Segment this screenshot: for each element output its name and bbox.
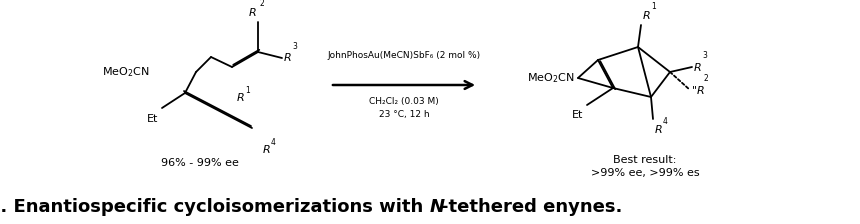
Text: -tethered enynes.: -tethered enynes. [441, 198, 623, 216]
Text: CH₂Cl₂ (0.03 M): CH₂Cl₂ (0.03 M) [369, 97, 439, 106]
Text: R: R [694, 63, 702, 73]
Text: MeO$_2$CN: MeO$_2$CN [102, 65, 150, 79]
Text: 2: 2 [704, 74, 709, 83]
Text: 2: 2 [259, 0, 264, 8]
Text: 1: 1 [651, 2, 655, 11]
Text: R: R [263, 145, 271, 155]
Text: JohnPhosAu(MeCN)SbF₆ (2 mol %): JohnPhosAu(MeCN)SbF₆ (2 mol %) [328, 51, 481, 60]
Text: Best result:: Best result: [613, 155, 677, 165]
Text: Scheme 1. Enantiospecific cycloisomerizations with: Scheme 1. Enantiospecific cycloisomeriza… [0, 198, 430, 216]
Text: 23 °C, 12 h: 23 °C, 12 h [378, 110, 429, 119]
Text: 3: 3 [292, 42, 297, 51]
Text: Et: Et [572, 110, 583, 120]
Text: N: N [430, 198, 445, 216]
Text: 4: 4 [271, 138, 276, 147]
Text: 1: 1 [245, 86, 249, 95]
Text: ''R: ''R [692, 86, 706, 96]
Text: MeO$_2$CN: MeO$_2$CN [527, 71, 575, 85]
Text: R: R [284, 53, 292, 63]
Text: Et: Et [146, 114, 158, 124]
Text: R: R [643, 11, 651, 21]
Text: >99% ee, >99% es: >99% ee, >99% es [591, 168, 699, 178]
Text: R: R [237, 93, 245, 103]
Text: 96% - 99% ee: 96% - 99% ee [161, 158, 239, 168]
Text: R: R [249, 8, 256, 18]
Text: 3: 3 [702, 51, 707, 60]
Text: 4: 4 [663, 117, 668, 126]
Text: R: R [655, 125, 663, 135]
